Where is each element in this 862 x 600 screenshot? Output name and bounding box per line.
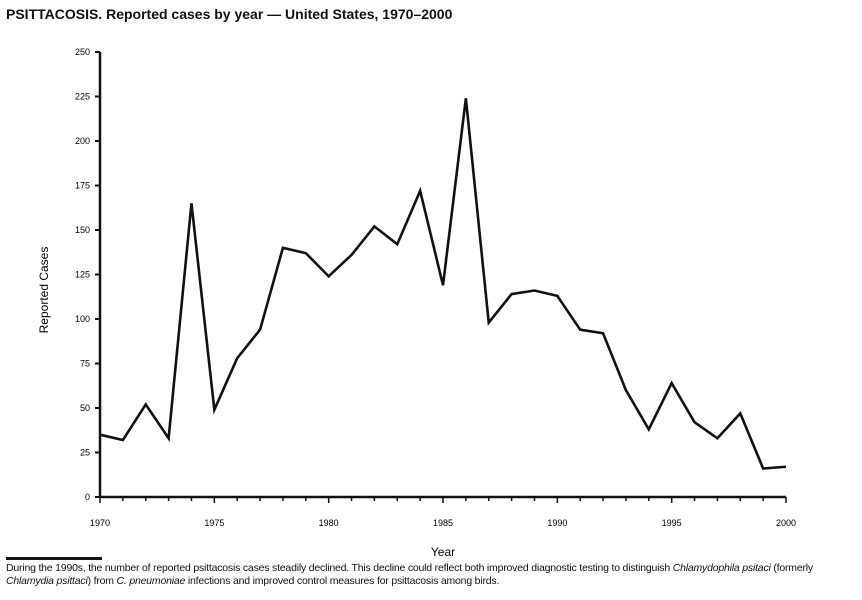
y-axis-label: Reported Cases: [37, 247, 51, 334]
caption-text: infections and improved control measures…: [185, 575, 500, 587]
caption-text: ) from: [87, 575, 117, 587]
chart-title: PSITTACOSIS. Reported cases by year — Un…: [6, 6, 453, 22]
data-line: [99, 98, 787, 470]
x-axis-label: Year: [431, 545, 455, 559]
x-tick-label: 1975: [204, 518, 224, 528]
caption-text: (formerly: [770, 562, 813, 574]
caption: During the 1990s, the number of reported…: [6, 562, 858, 588]
y-tick-label: 50: [80, 403, 90, 413]
caption-text: During the 1990s, the number of reported…: [6, 562, 673, 574]
y-tick-label: 250: [75, 47, 90, 57]
y-tick-label: 100: [75, 314, 90, 324]
x-tick-label: 1990: [547, 518, 567, 528]
x-tick-label: 1980: [319, 518, 339, 528]
y-tick-label: 225: [75, 92, 90, 102]
caption-divider: [6, 557, 102, 560]
caption-italic: C. pneumoniae: [116, 575, 186, 587]
y-tick-label: 75: [80, 359, 90, 369]
x-tick-label: 1995: [662, 518, 682, 528]
x-tick-label: 1970: [90, 518, 110, 528]
y-tick-label: 175: [75, 181, 90, 191]
line-chart: 0 25 50 75 100 125 150 175 200 225 250 1970 1975 1980…: [37, 47, 796, 559]
y-tick-label: 125: [75, 270, 90, 280]
y-tick-label: 0: [85, 492, 90, 502]
x-tick-label: 2000: [776, 518, 796, 528]
x-tick-label: 1985: [433, 518, 453, 528]
caption-italic: Chlamydophila psitaci: [672, 562, 771, 574]
y-tick-label: 200: [75, 136, 90, 146]
caption-italic: Chlamydia psittaci: [6, 575, 88, 587]
y-tick-label: 150: [75, 225, 90, 235]
y-tick-label: 25: [80, 448, 90, 458]
